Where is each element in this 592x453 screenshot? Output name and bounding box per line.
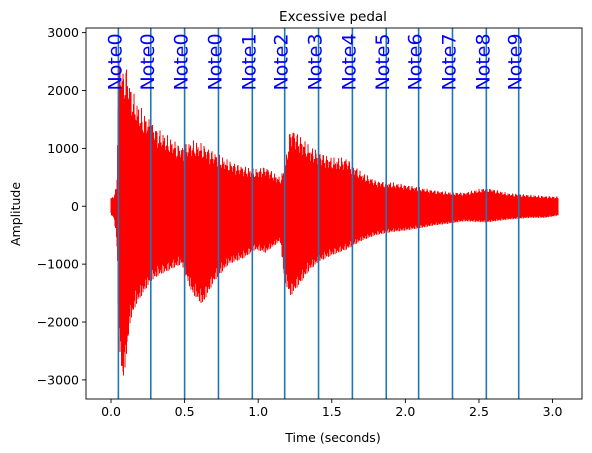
note-label-10: Note7 [438,33,460,90]
y-axis-ticks: −3000 −2000 −1000 0 1000 2000 3000 [37,25,86,387]
note-label-3: Note0 [204,33,226,90]
note-label-4: Note1 [238,33,260,90]
y-tick-label-5: 2000 [47,83,79,98]
y-tick-label-2: −1000 [37,257,79,272]
note-label-5: Note2 [271,33,293,90]
plot-frame [85,27,583,400]
chart-title: Excessive pedal [279,9,387,25]
waveform-series-0 [110,53,559,376]
note-label-1: Note0 [137,33,159,90]
y-tick-label-0: −3000 [37,372,79,387]
note-boundary-lines [117,28,520,399]
y-tick-label-1: −2000 [37,315,79,330]
x-tick-label-0: 0.0 [101,404,121,419]
y-tick-label-4: 1000 [47,141,79,156]
x-tick-label-1: 0.5 [175,404,195,419]
x-axis-label: Time (seconds) [284,430,380,445]
note-label-8: Note5 [372,33,394,90]
x-tick-label-3: 1.5 [322,404,342,419]
note-label-12: Note9 [505,33,527,90]
y-tick-label-3: 0 [71,199,79,214]
x-tick-label-2: 1.0 [248,404,268,419]
x-axis-ticks: 0.0 0.5 1.0 1.5 2.0 2.5 3.0 [101,399,563,419]
y-axis-label: Amplitude [8,182,23,246]
note-label-9: Note6 [405,33,427,90]
note-labels: Note0 Note0 Note0 Note0 Note1 Note2 Note3 Note4… [104,33,526,90]
y-tick-label-6: 3000 [47,25,79,40]
note-label-2: Note0 [171,33,193,90]
x-tick-label-6: 3.0 [543,404,563,419]
note-label-0: Note0 [104,33,126,90]
x-tick-label-4: 2.0 [395,404,415,419]
note-label-11: Note8 [472,33,494,90]
x-tick-label-5: 2.5 [469,404,489,419]
note-label-7: Note4 [338,33,360,90]
note-label-6: Note3 [305,33,327,90]
waveform-layer [110,53,559,376]
